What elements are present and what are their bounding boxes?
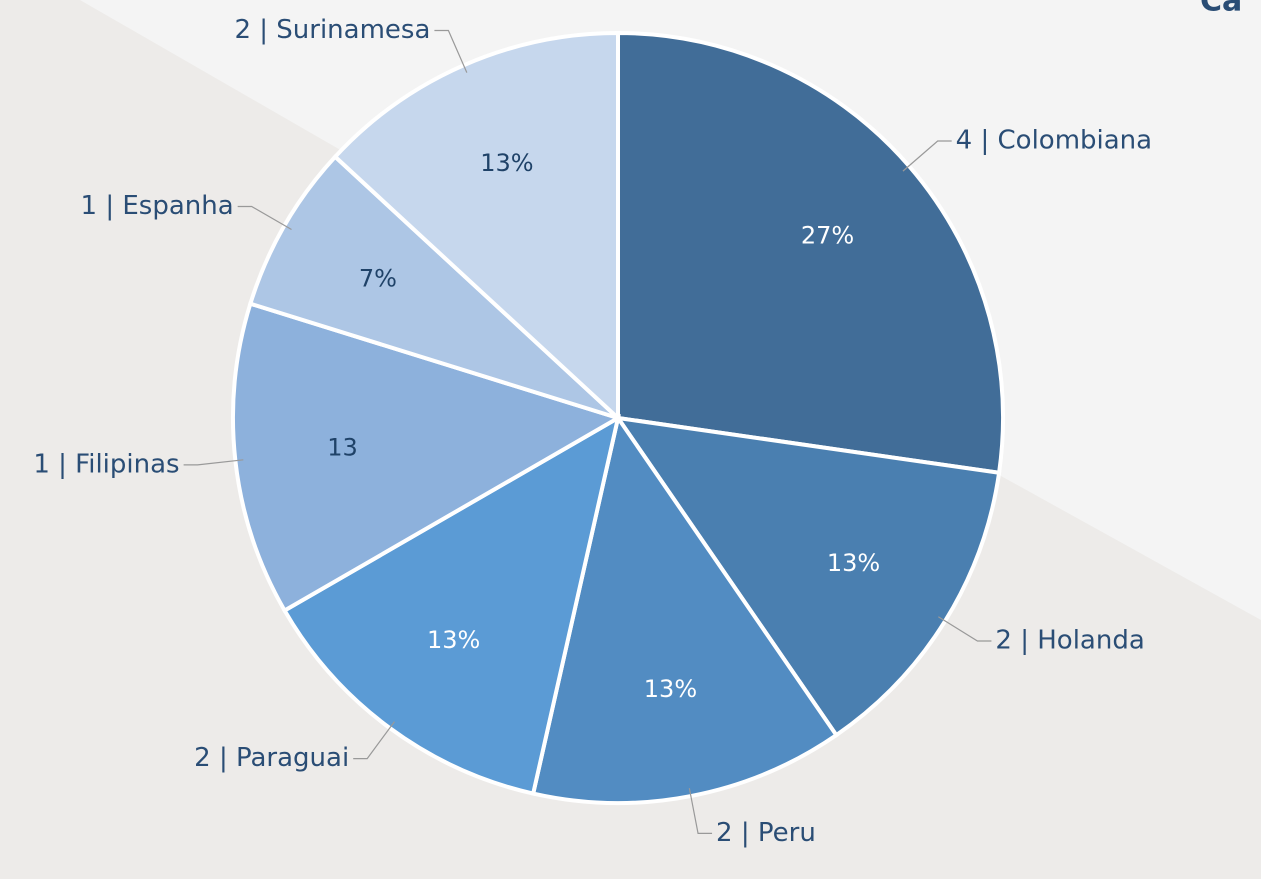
value-label: 13% <box>827 549 880 577</box>
category-label: 4 | Colombiana <box>956 125 1152 155</box>
leader-line <box>688 788 713 834</box>
background-band <box>700 420 1261 879</box>
value-label: 13% <box>644 675 697 703</box>
category-label: 1 | Espanha <box>81 191 234 221</box>
value-label: 27% <box>801 221 854 249</box>
leader-line <box>237 205 292 231</box>
chart-title: Ca <box>1200 0 1242 19</box>
category-label: 2 | Holanda <box>995 626 1144 656</box>
value-label: 13 <box>327 434 358 462</box>
value-label: 7% <box>359 264 397 292</box>
leader-line <box>938 616 992 642</box>
value-label: 13% <box>480 149 533 177</box>
leader-line <box>434 29 468 73</box>
leader-line <box>353 721 395 760</box>
category-label: 2 | Peru <box>716 818 816 848</box>
leader-line <box>183 459 244 466</box>
category-label: 1 | Filipinas <box>33 449 179 479</box>
value-label: 13% <box>427 626 480 654</box>
category-label: 2 | Surinamesa <box>234 15 430 45</box>
leader-line <box>902 140 952 172</box>
category-label: 2 | Paraguai <box>194 743 349 773</box>
